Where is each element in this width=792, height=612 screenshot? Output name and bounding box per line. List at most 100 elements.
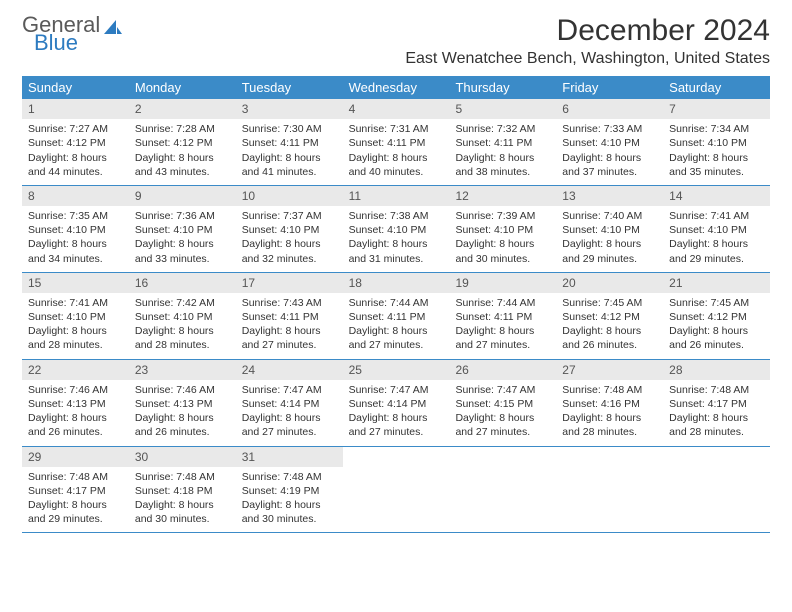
sunset-line: Sunset: 4:10 PM [669, 223, 764, 237]
sunrise-line: Sunrise: 7:48 AM [28, 470, 123, 484]
weekday-header: Sunday [22, 76, 129, 99]
day-number: 24 [236, 360, 343, 380]
daylight-line: Daylight: 8 hours and 44 minutes. [28, 151, 123, 179]
day-body: Sunrise: 7:47 AMSunset: 4:15 PMDaylight:… [449, 380, 556, 446]
sunrise-line: Sunrise: 7:45 AM [562, 296, 657, 310]
day-body: Sunrise: 7:42 AMSunset: 4:10 PMDaylight:… [129, 293, 236, 359]
daylight-line: Daylight: 8 hours and 28 minutes. [562, 411, 657, 439]
day-cell: 3Sunrise: 7:30 AMSunset: 4:11 PMDaylight… [236, 99, 343, 185]
sunrise-line: Sunrise: 7:47 AM [349, 383, 444, 397]
day-cell: 11Sunrise: 7:38 AMSunset: 4:10 PMDayligh… [343, 186, 450, 272]
day-number: 15 [22, 273, 129, 293]
daylight-line: Daylight: 8 hours and 27 minutes. [349, 324, 444, 352]
sunset-line: Sunset: 4:17 PM [669, 397, 764, 411]
day-cell: 21Sunrise: 7:45 AMSunset: 4:12 PMDayligh… [663, 273, 770, 359]
day-cell: 16Sunrise: 7:42 AMSunset: 4:10 PMDayligh… [129, 273, 236, 359]
sunrise-line: Sunrise: 7:48 AM [242, 470, 337, 484]
sunrise-line: Sunrise: 7:48 AM [669, 383, 764, 397]
day-cell: 22Sunrise: 7:46 AMSunset: 4:13 PMDayligh… [22, 360, 129, 446]
location-text: East Wenatchee Bench, Washington, United… [405, 50, 770, 68]
day-body: Sunrise: 7:45 AMSunset: 4:12 PMDaylight:… [663, 293, 770, 359]
day-cell: 7Sunrise: 7:34 AMSunset: 4:10 PMDaylight… [663, 99, 770, 185]
weekday-header: Saturday [663, 76, 770, 99]
weekday-header: Thursday [449, 76, 556, 99]
sunrise-line: Sunrise: 7:45 AM [669, 296, 764, 310]
day-cell: 15Sunrise: 7:41 AMSunset: 4:10 PMDayligh… [22, 273, 129, 359]
week-row: 8Sunrise: 7:35 AMSunset: 4:10 PMDaylight… [22, 186, 770, 273]
sunrise-line: Sunrise: 7:44 AM [455, 296, 550, 310]
day-number: 18 [343, 273, 450, 293]
day-number: 30 [129, 447, 236, 467]
weekday-header-row: SundayMondayTuesdayWednesdayThursdayFrid… [22, 76, 770, 99]
day-cell: 31Sunrise: 7:48 AMSunset: 4:19 PMDayligh… [236, 447, 343, 533]
sunrise-line: Sunrise: 7:48 AM [562, 383, 657, 397]
sunset-line: Sunset: 4:12 PM [28, 136, 123, 150]
sunrise-line: Sunrise: 7:27 AM [28, 122, 123, 136]
day-body: Sunrise: 7:31 AMSunset: 4:11 PMDaylight:… [343, 119, 450, 185]
day-number: 7 [663, 99, 770, 119]
day-number: 23 [129, 360, 236, 380]
day-number: 16 [129, 273, 236, 293]
day-number: 11 [343, 186, 450, 206]
daylight-line: Daylight: 8 hours and 40 minutes. [349, 151, 444, 179]
sunset-line: Sunset: 4:12 PM [562, 310, 657, 324]
day-cell [556, 447, 663, 533]
sunrise-line: Sunrise: 7:31 AM [349, 122, 444, 136]
day-body: Sunrise: 7:47 AMSunset: 4:14 PMDaylight:… [343, 380, 450, 446]
sunrise-line: Sunrise: 7:47 AM [242, 383, 337, 397]
weekday-header: Tuesday [236, 76, 343, 99]
day-number: 4 [343, 99, 450, 119]
day-cell: 1 Sunrise: 7:27 AMSunset: 4:12 PMDaylight… [22, 99, 129, 185]
sunset-line: Sunset: 4:11 PM [242, 136, 337, 150]
day-cell: 14Sunrise: 7:41 AMSunset: 4:10 PMDayligh… [663, 186, 770, 272]
sunrise-line: Sunrise: 7:32 AM [455, 122, 550, 136]
day-number: 1 [22, 99, 129, 119]
day-cell: 9Sunrise: 7:36 AMSunset: 4:10 PMDaylight… [129, 186, 236, 272]
day-cell: 2Sunrise: 7:28 AMSunset: 4:12 PMDaylight… [129, 99, 236, 185]
day-body: Sunrise: 7:37 AMSunset: 4:10 PMDaylight:… [236, 206, 343, 272]
daylight-line: Daylight: 8 hours and 37 minutes. [562, 151, 657, 179]
day-cell: 6Sunrise: 7:33 AMSunset: 4:10 PMDaylight… [556, 99, 663, 185]
day-cell: 18Sunrise: 7:44 AMSunset: 4:11 PMDayligh… [343, 273, 450, 359]
day-number: 17 [236, 273, 343, 293]
sunrise-line: Sunrise: 7:37 AM [242, 209, 337, 223]
day-body: Sunrise: 7:30 AMSunset: 4:11 PMDaylight:… [236, 119, 343, 185]
day-cell: 27Sunrise: 7:48 AMSunset: 4:16 PMDayligh… [556, 360, 663, 446]
day-number: 21 [663, 273, 770, 293]
week-row: 15Sunrise: 7:41 AMSunset: 4:10 PMDayligh… [22, 273, 770, 360]
day-cell: 30Sunrise: 7:48 AMSunset: 4:18 PMDayligh… [129, 447, 236, 533]
day-body: Sunrise: 7:41 AMSunset: 4:10 PMDaylight:… [663, 206, 770, 272]
day-cell: 24Sunrise: 7:47 AMSunset: 4:14 PMDayligh… [236, 360, 343, 446]
day-number: 25 [343, 360, 450, 380]
day-number: 8 [22, 186, 129, 206]
daylight-line: Daylight: 8 hours and 27 minutes. [242, 411, 337, 439]
day-cell: 19Sunrise: 7:44 AMSunset: 4:11 PMDayligh… [449, 273, 556, 359]
day-body: Sunrise: 7:33 AMSunset: 4:10 PMDaylight:… [556, 119, 663, 185]
sunrise-line: Sunrise: 7:34 AM [669, 122, 764, 136]
day-number: 3 [236, 99, 343, 119]
day-number: 26 [449, 360, 556, 380]
sunrise-line: Sunrise: 7:47 AM [455, 383, 550, 397]
day-number: 19 [449, 273, 556, 293]
daylight-line: Daylight: 8 hours and 26 minutes. [562, 324, 657, 352]
day-body: Sunrise: 7:48 AMSunset: 4:17 PMDaylight:… [663, 380, 770, 446]
week-row: 29Sunrise: 7:48 AMSunset: 4:17 PMDayligh… [22, 447, 770, 534]
sunset-line: Sunset: 4:11 PM [455, 136, 550, 150]
daylight-line: Daylight: 8 hours and 30 minutes. [135, 498, 230, 526]
sunset-line: Sunset: 4:13 PM [28, 397, 123, 411]
day-body: Sunrise: 7:38 AMSunset: 4:10 PMDaylight:… [343, 206, 450, 272]
day-body: Sunrise: 7:48 AMSunset: 4:16 PMDaylight:… [556, 380, 663, 446]
day-cell [343, 447, 450, 533]
day-number: 6 [556, 99, 663, 119]
sunset-line: Sunset: 4:13 PM [135, 397, 230, 411]
day-cell: 13Sunrise: 7:40 AMSunset: 4:10 PMDayligh… [556, 186, 663, 272]
day-number: 13 [556, 186, 663, 206]
sunrise-line: Sunrise: 7:38 AM [349, 209, 444, 223]
sunrise-line: Sunrise: 7:40 AM [562, 209, 657, 223]
sunset-line: Sunset: 4:18 PM [135, 484, 230, 498]
daylight-line: Daylight: 8 hours and 29 minutes. [28, 498, 123, 526]
day-body: Sunrise: 7:40 AMSunset: 4:10 PMDaylight:… [556, 206, 663, 272]
sunset-line: Sunset: 4:11 PM [455, 310, 550, 324]
day-number: 12 [449, 186, 556, 206]
day-body: Sunrise: 7:47 AMSunset: 4:14 PMDaylight:… [236, 380, 343, 446]
